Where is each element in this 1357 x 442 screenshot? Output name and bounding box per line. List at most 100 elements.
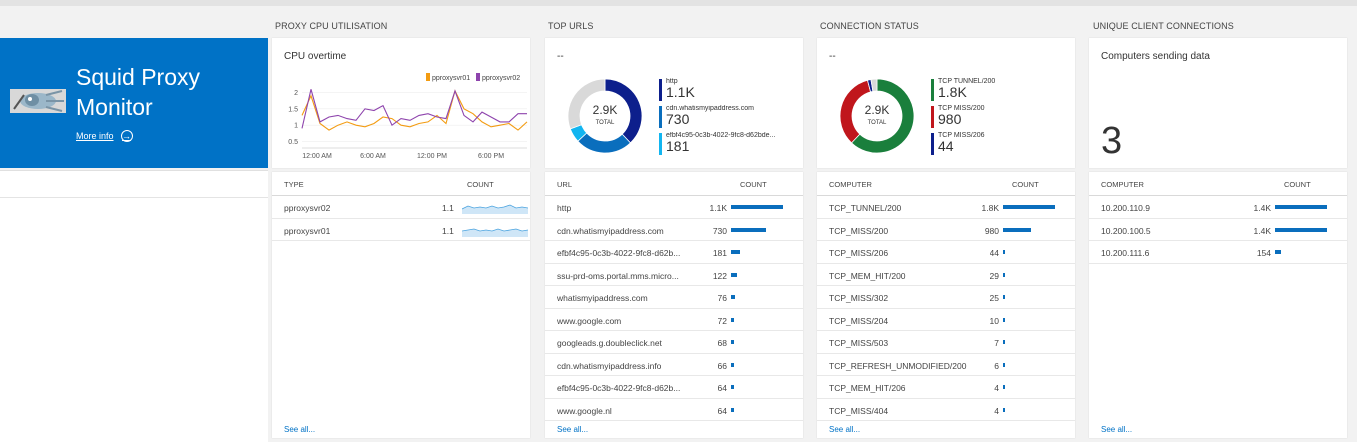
connection-status-tile[interactable]: -- 2.9K TOTAL TCP TUNNEL/200 1.8K TCP MI…: [817, 38, 1075, 168]
table-row[interactable]: www.google.com 72: [545, 309, 803, 331]
unique-clients-tile[interactable]: Computers sending data 3: [1089, 38, 1347, 168]
row-name: googleads.g.doubleclick.net: [557, 338, 662, 348]
legend-item[interactable]: TCP MISS/206 44: [931, 132, 1078, 157]
table-row[interactable]: cdn.whatismyipaddress.info 66: [545, 354, 803, 376]
donut-slice[interactable]: [850, 78, 915, 154]
row-count: 6: [994, 360, 999, 371]
cpu-tile[interactable]: CPU overtime pproxysvr01 pproxysvr02 2 1.…: [272, 38, 530, 168]
col-header-count: COUNT: [1284, 180, 1311, 189]
connection-list: COMPUTER COUNT TCP_TUNNEL/200 1.8K TCP_MIS…: [817, 172, 1075, 438]
connection-legend: TCP TUNNEL/200 1.8K TCP MISS/200 980 TCP…: [931, 78, 1078, 159]
row-name: TCP_MISS/302: [829, 293, 889, 303]
legend-item[interactable]: TCP MISS/200 980: [931, 105, 1078, 130]
y-tick-label: 2: [294, 90, 298, 97]
legend-swatch: [659, 79, 662, 101]
squid-logo-icon: [10, 89, 66, 113]
y-tick-label: 1: [294, 123, 298, 130]
table-row[interactable]: googleads.g.doubleclick.net 68: [545, 331, 803, 354]
row-count: 76: [717, 293, 727, 303]
donut-slice[interactable]: [567, 78, 606, 130]
solution-hero-tile[interactable]: Squid Proxy Monitor More info →: [0, 38, 268, 168]
row-count: 25: [989, 293, 999, 303]
row-count: 64: [717, 383, 727, 393]
arrow-right-icon: →: [120, 130, 133, 142]
legend-swatch: [931, 133, 934, 155]
col-header-count: COUNT: [1012, 180, 1039, 189]
row-count: 66: [717, 360, 727, 371]
table-row[interactable]: http 1.1K: [545, 196, 803, 219]
table-row[interactable]: ssu-prd-oms.portal.mms.micro... 122: [545, 264, 803, 286]
donut-total-label: TOTAL: [596, 120, 615, 126]
top-urls-tile[interactable]: -- 2.9K TOTAL http 1.1K cdn.whatismyipad…: [545, 38, 803, 168]
legend-item[interactable]: cdn.whatismyipaddress.com 730: [659, 105, 806, 130]
table-row[interactable]: efbf4c95-0c3b-4022-9fc8-d62b... 64: [545, 376, 803, 399]
more-info-link[interactable]: More info →: [76, 130, 133, 142]
tile-title: --: [829, 51, 836, 62]
list-header: COMPUTER COUNT: [817, 172, 1075, 196]
table-row[interactable]: pproxysvr02 1.1: [272, 196, 530, 219]
count-bar: [731, 295, 735, 299]
table-row[interactable]: TCP_MISS/204 10: [817, 309, 1075, 331]
table-row[interactable]: efbf4c95-0c3b-4022-9fc8-d62b... 181: [545, 241, 803, 264]
table-row[interactable]: TCP_REFRESH_UNMODIFIED/200 6: [817, 354, 1075, 376]
legend-item[interactable]: http 1.1K: [659, 78, 806, 103]
table-row[interactable]: TCP_MISS/200 980: [817, 219, 1075, 241]
table-row[interactable]: TCP_MISS/404 4: [817, 399, 1075, 421]
row-name: cdn.whatismyipaddress.info: [557, 360, 662, 371]
count-bar: [731, 362, 735, 367]
table-row[interactable]: 10.200.100.5 1.4K: [1089, 219, 1347, 241]
table-row[interactable]: whatismyipaddress.com 76: [545, 286, 803, 309]
title-line-1: Squid Proxy: [76, 64, 201, 90]
table-row[interactable]: TCP_MISS/302 25: [817, 286, 1075, 309]
row-count: 1.1: [442, 225, 454, 236]
see-all-link[interactable]: See all...: [829, 425, 861, 434]
row-name: TCP_MISS/404: [829, 405, 889, 416]
count-bar: [1003, 250, 1005, 254]
series-line-1[interactable]: [301, 89, 528, 131]
count-bar: [1003, 362, 1005, 367]
row-count: 64: [717, 405, 727, 416]
see-all-link[interactable]: See all...: [1101, 425, 1133, 434]
table-row[interactable]: 10.200.110.9 1.4K: [1089, 196, 1347, 219]
hero-lower-panel: [0, 170, 268, 442]
table-row[interactable]: pproxysvr01 1.1: [272, 219, 530, 241]
blade-title-clients: UNIQUE CLIENT CONNECTIONS: [1093, 21, 1234, 31]
row-count: 1.4K: [1253, 225, 1272, 236]
blade-title-urls: TOP URLS: [548, 21, 594, 31]
legend-item[interactable]: TCP TUNNEL/200 1.8K: [931, 78, 1078, 103]
tile-title: CPU overtime: [284, 51, 347, 62]
row-name: ssu-prd-oms.portal.mms.micro...: [557, 270, 679, 281]
count-bar: [1003, 340, 1005, 344]
row-count: 154: [1256, 248, 1271, 258]
row-count: 1.1K: [709, 203, 728, 213]
row-name: efbf4c95-0c3b-4022-9fc8-d62b...: [557, 383, 681, 393]
col-header-count: COUNT: [740, 180, 767, 189]
row-name: TCP_MISS/200: [829, 225, 889, 236]
col-header-count: COUNT: [467, 180, 494, 189]
x-tick-label: 6:00 AM: [360, 153, 386, 160]
table-row[interactable]: www.google.nl 64: [545, 399, 803, 421]
legend-label-series2: pproxysvr02: [482, 75, 520, 82]
table-row[interactable]: TCP_MISS/503 7: [817, 331, 1075, 354]
series-line-2[interactable]: [301, 89, 527, 129]
table-row[interactable]: cdn.whatismyipaddress.com 730: [545, 219, 803, 241]
table-row[interactable]: TCP_MEM_HIT/206 4: [817, 376, 1075, 399]
row-name: 10.200.111.6: [1101, 248, 1150, 258]
legend-label: TCP MISS/206: [938, 132, 985, 139]
table-row[interactable]: TCP_MISS/206 44: [817, 241, 1075, 264]
col-header-computer: COMPUTER: [829, 180, 872, 189]
list-header: COMPUTER COUNT: [1089, 172, 1347, 196]
donut-slice[interactable]: [577, 132, 632, 154]
count-bar: [731, 340, 735, 344]
donut-total-label: TOTAL: [868, 120, 887, 126]
see-all-link[interactable]: See all...: [284, 425, 316, 434]
connection-rows: TCP_TUNNEL/200 1.8K TCP_MISS/200 980 TCP_MIS…: [817, 196, 1075, 421]
see-all-link[interactable]: See all...: [557, 425, 589, 434]
donut-slice[interactable]: [870, 78, 878, 92]
legend-item[interactable]: efbf4c95-0c3b-4022-9fc8-d62bde... 181: [659, 132, 806, 157]
table-row[interactable]: TCP_TUNNEL/200 1.8K: [817, 196, 1075, 219]
legend-value: 730: [666, 111, 690, 127]
table-row[interactable]: TCP_MEM_HIT/200 29: [817, 264, 1075, 286]
table-row[interactable]: 10.200.111.6 154: [1089, 241, 1347, 264]
row-name: 10.200.110.9: [1101, 203, 1150, 213]
